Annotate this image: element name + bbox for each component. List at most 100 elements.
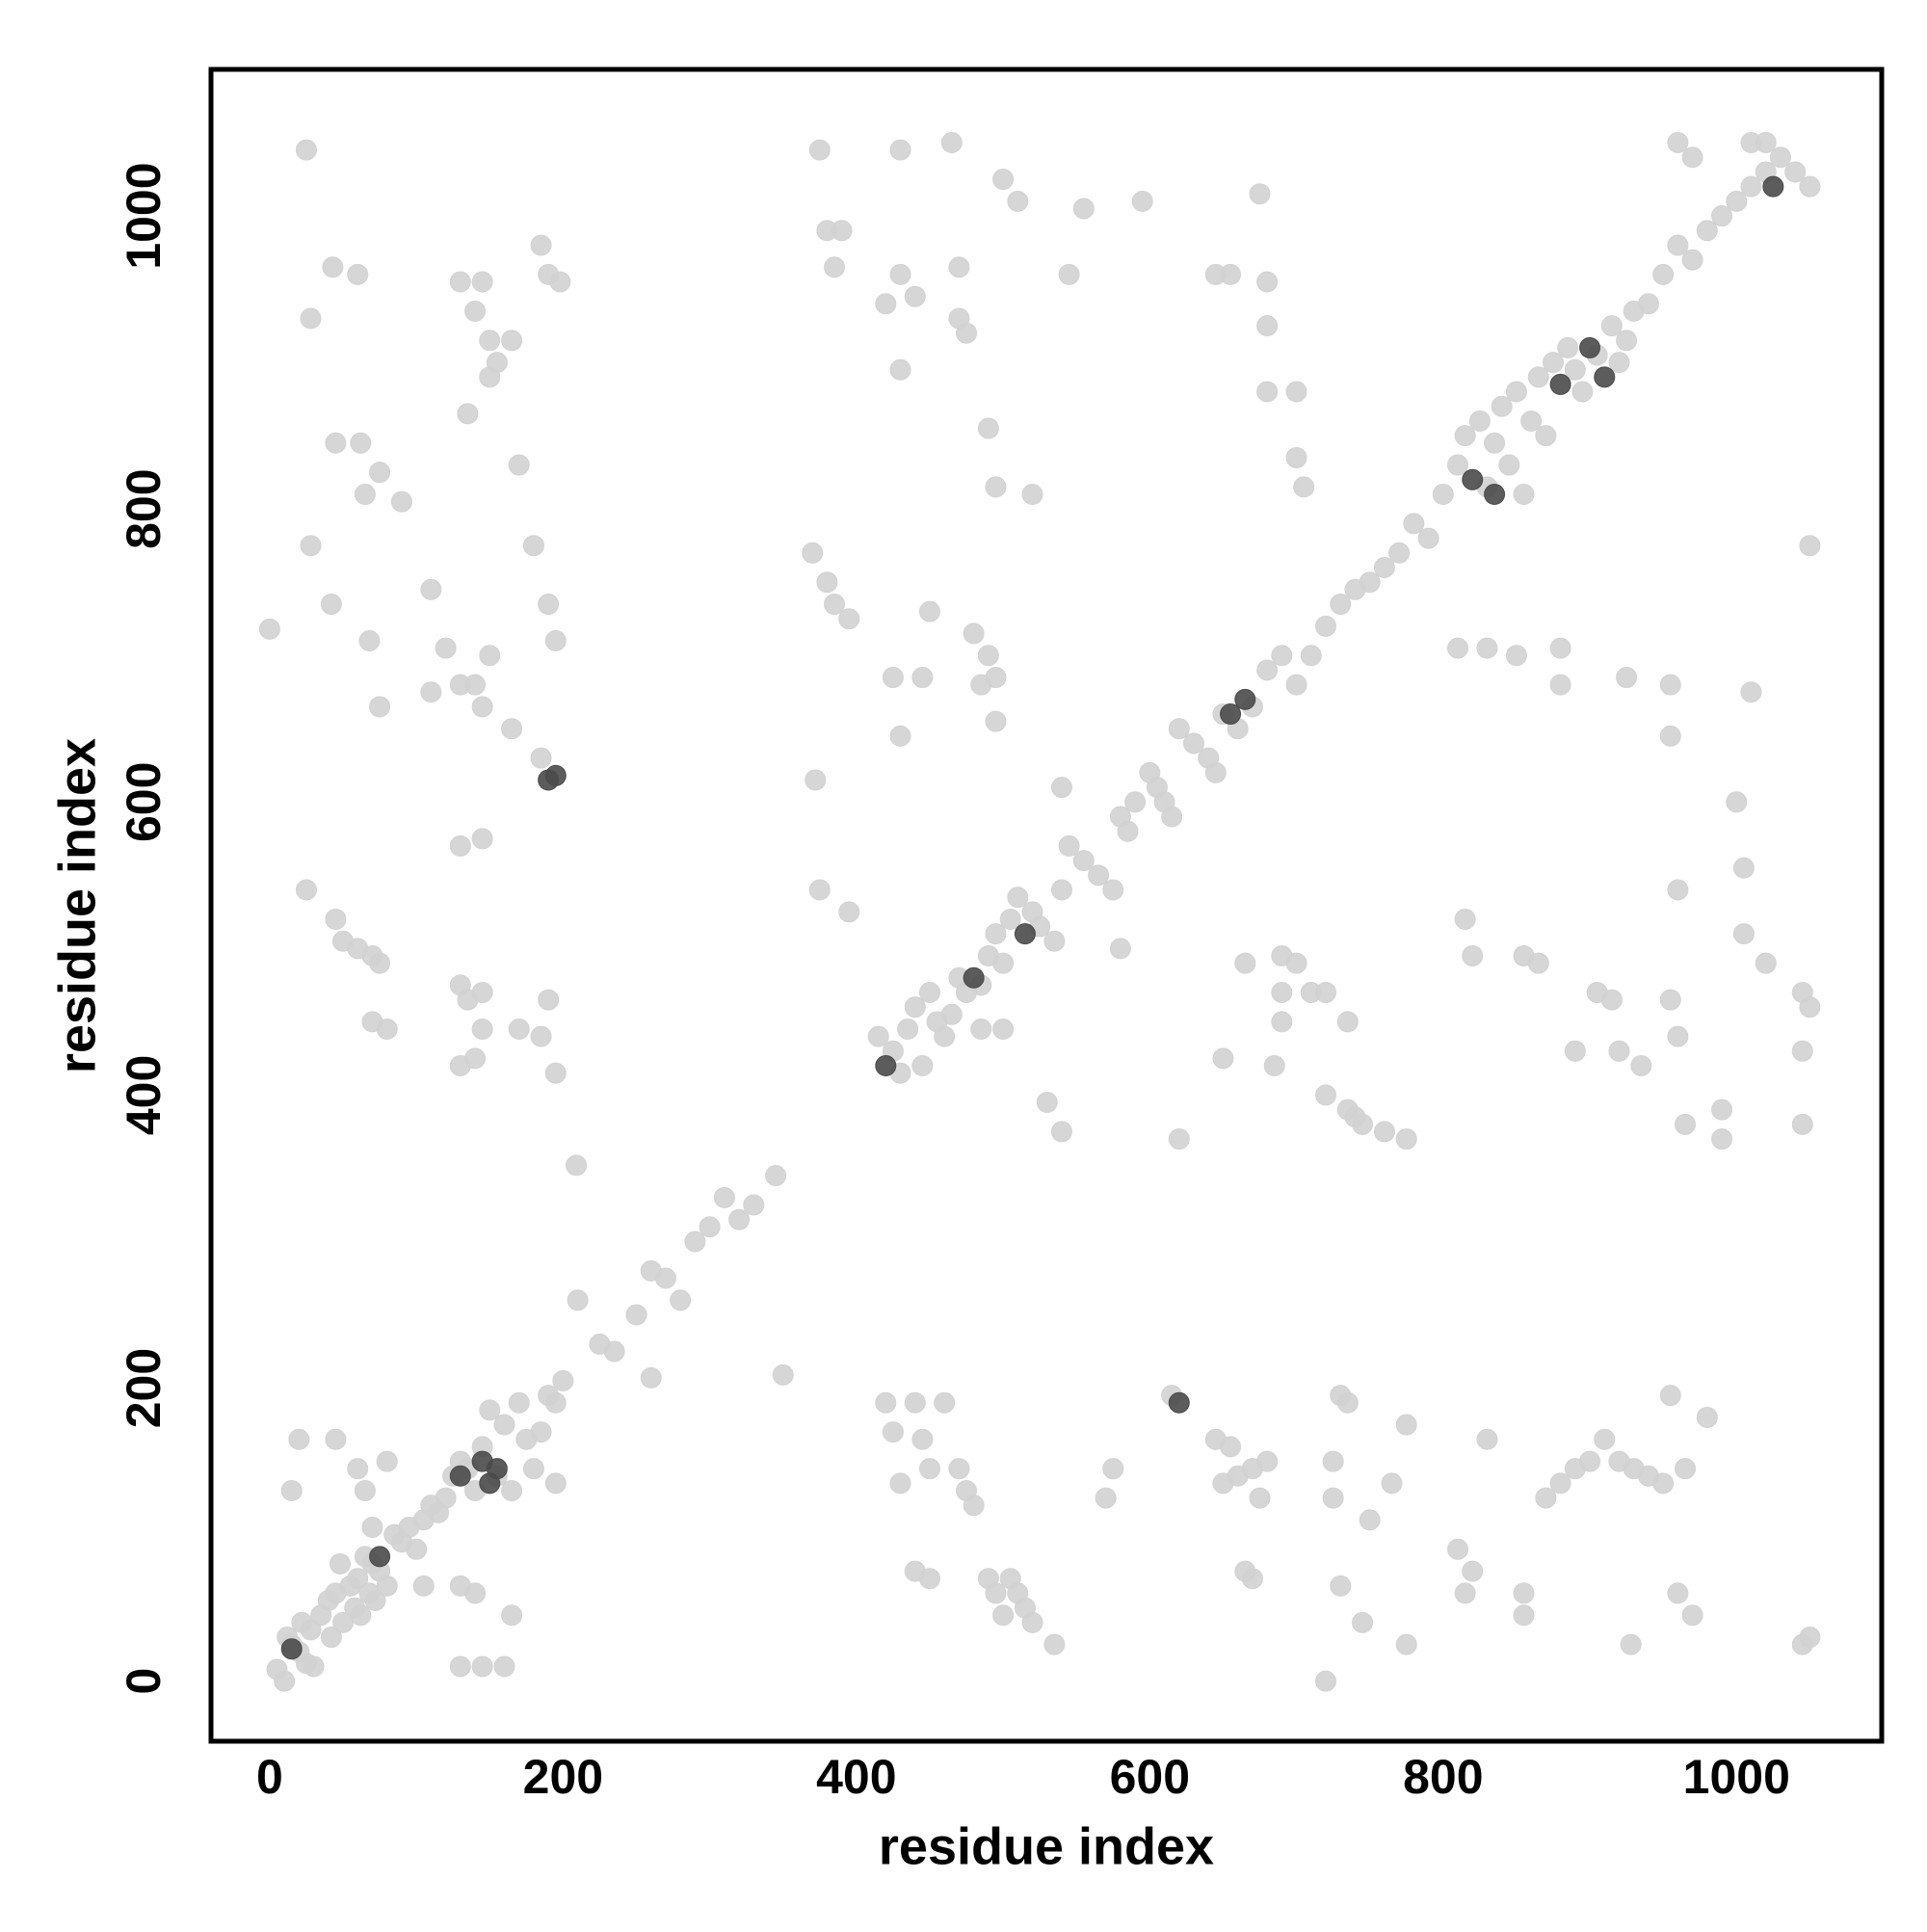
point	[1659, 989, 1681, 1011]
point	[471, 828, 493, 850]
point	[530, 1025, 552, 1047]
point	[1256, 381, 1279, 403]
point	[350, 432, 372, 454]
point	[1352, 1113, 1374, 1135]
point	[508, 454, 530, 476]
point	[1740, 175, 1762, 198]
point	[501, 718, 523, 740]
y-tick-label: 0	[117, 1668, 171, 1695]
point	[1168, 718, 1190, 740]
point	[1791, 1113, 1813, 1135]
point	[1168, 1128, 1190, 1151]
point	[1579, 1450, 1601, 1472]
point	[1462, 468, 1484, 490]
point	[1447, 637, 1469, 659]
point	[501, 330, 523, 352]
point	[1095, 1487, 1117, 1509]
point	[566, 1154, 588, 1177]
point	[1549, 373, 1571, 395]
point	[1395, 1633, 1417, 1655]
point	[963, 622, 985, 645]
point	[1336, 1011, 1359, 1033]
point	[1256, 271, 1279, 293]
y-tick-label: 600	[117, 762, 171, 842]
point	[1535, 1487, 1557, 1509]
point	[1784, 161, 1807, 183]
point	[1322, 1487, 1344, 1509]
point	[1168, 1391, 1190, 1414]
point	[1549, 1472, 1571, 1495]
point	[1600, 315, 1623, 337]
point	[808, 139, 831, 161]
point	[435, 1487, 457, 1509]
point	[274, 1670, 296, 1692]
point	[1616, 330, 1638, 352]
point	[992, 952, 1015, 974]
point	[464, 674, 487, 696]
point	[713, 1186, 735, 1208]
point	[354, 1479, 376, 1501]
point	[889, 139, 911, 161]
point	[889, 263, 911, 285]
point	[1505, 645, 1527, 667]
point	[325, 432, 347, 454]
point	[1256, 659, 1279, 681]
point	[329, 1553, 351, 1575]
point	[1659, 1385, 1681, 1407]
point	[1417, 527, 1439, 549]
point	[1652, 263, 1675, 285]
x-tick-label: 1000	[1683, 1750, 1790, 1804]
point	[406, 1538, 428, 1560]
point	[354, 483, 376, 505]
point	[904, 996, 926, 1019]
point	[522, 1458, 544, 1480]
point	[322, 256, 344, 278]
point	[1050, 1121, 1072, 1143]
point	[808, 879, 831, 901]
point	[1696, 1406, 1718, 1428]
point	[449, 1465, 471, 1487]
point	[934, 1391, 956, 1414]
point	[280, 1638, 303, 1660]
point	[1234, 688, 1256, 710]
point	[897, 1018, 919, 1040]
point	[985, 923, 1007, 945]
point	[1234, 952, 1256, 974]
point	[1263, 1055, 1285, 1077]
point	[1769, 146, 1791, 169]
point	[288, 1428, 310, 1450]
point	[1058, 834, 1080, 857]
point	[471, 981, 493, 1003]
point	[1285, 674, 1307, 696]
point	[970, 674, 992, 696]
point	[1293, 476, 1315, 498]
point	[1395, 1128, 1417, 1151]
point	[471, 696, 493, 718]
point	[300, 307, 322, 330]
point	[918, 600, 940, 622]
point	[772, 1363, 794, 1386]
point	[1652, 1472, 1675, 1495]
point	[985, 1582, 1007, 1604]
point	[670, 1289, 692, 1311]
point	[435, 637, 457, 659]
point	[412, 1575, 435, 1597]
point	[1447, 454, 1469, 476]
point	[1616, 667, 1638, 689]
point	[1513, 1604, 1535, 1627]
point	[1072, 198, 1095, 220]
point	[1462, 1560, 1484, 1582]
point	[1271, 981, 1293, 1003]
point	[1241, 1568, 1263, 1590]
point	[358, 630, 381, 652]
point	[1659, 674, 1681, 696]
y-tick-label: 1000	[117, 162, 171, 269]
point	[1315, 981, 1337, 1003]
point	[1050, 777, 1072, 799]
point	[493, 1414, 515, 1436]
point	[1681, 249, 1703, 271]
point	[567, 1289, 589, 1311]
point	[347, 1568, 369, 1590]
point	[1285, 381, 1307, 403]
